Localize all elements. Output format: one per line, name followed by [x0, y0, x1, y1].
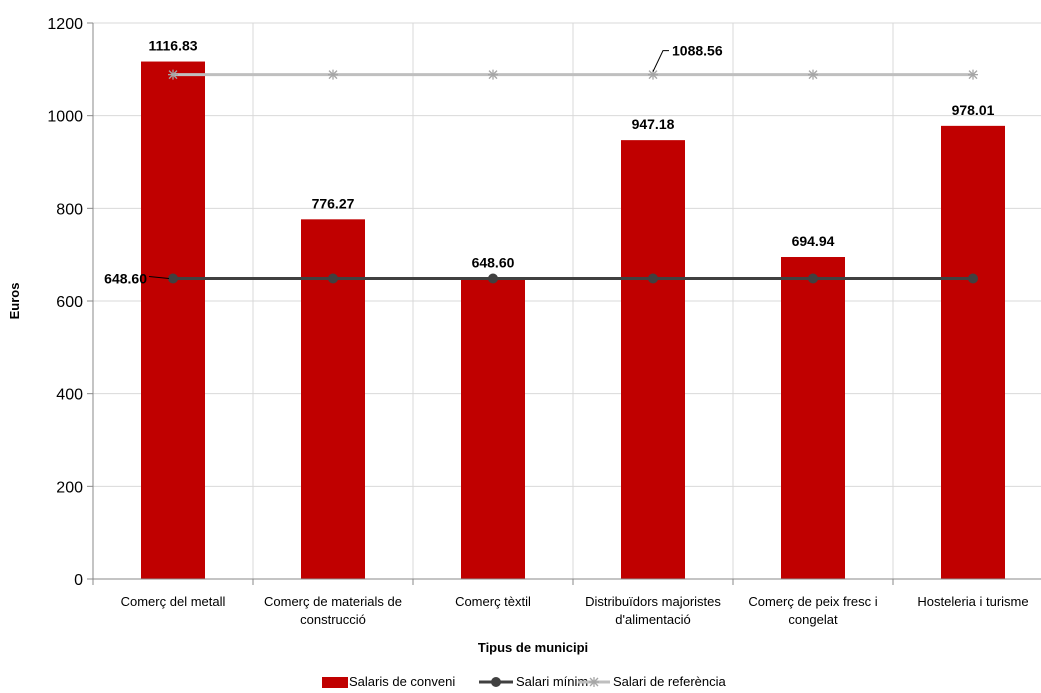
x-tick-label: Comerç tèxtil: [455, 594, 531, 609]
minimum-salary-point: [168, 273, 178, 284]
reference-salary-data-label: 1088.56: [672, 43, 723, 59]
lines-layer: [168, 69, 978, 284]
minimum-salary-point: [968, 273, 978, 284]
minimum-salary-data-label: 648.60: [104, 270, 147, 286]
bar-data-label: 776.27: [312, 195, 355, 211]
y-axis-title: Euros: [7, 283, 22, 320]
reference-salary-point: [328, 69, 338, 80]
legend-label: Salaris de conveni: [349, 674, 455, 689]
y-tick-label: 600: [56, 294, 83, 311]
y-tick-label: 0: [74, 572, 83, 589]
bar-data-label: 1116.83: [148, 38, 197, 54]
minimum-salary-point: [488, 273, 498, 284]
reference-salary-leader: [652, 50, 669, 72]
minimum-salary-point: [328, 273, 338, 284]
bar-data-label: 978.01: [952, 102, 995, 118]
legend: Salaris de conveni Salari mínim Salari de …: [322, 674, 726, 689]
legend-label: Salari mínim: [516, 674, 588, 689]
bar: [461, 278, 525, 579]
x-tick-label: Hosteleria i turisme: [917, 594, 1028, 609]
y-tick-label: 400: [56, 387, 83, 404]
x-tick-label: Comerç del metall: [121, 594, 226, 609]
x-axis-title: Tipus de municipi: [478, 640, 588, 655]
bar: [141, 61, 205, 579]
bar: [941, 125, 1005, 579]
minimum-salary-point: [808, 273, 818, 284]
x-tick-label: Distribuïdors majoristes d'alimentació: [585, 594, 721, 627]
labels-layer: 1116.83 776.27 648.60 947.18 694.94 978.01 648…: [104, 38, 994, 287]
x-tick-label: Comerç de peix fresc i congelat: [748, 594, 877, 627]
y-tick-label: 200: [56, 479, 83, 496]
legend-label: Salari de referència: [613, 674, 726, 689]
y-tick-label: 1200: [47, 16, 83, 33]
bar: [781, 257, 845, 579]
bar: [301, 219, 365, 579]
reference-salary-point: [488, 69, 498, 80]
legend-swatch-marker: [589, 677, 599, 687]
y-tick-label: 800: [56, 201, 83, 218]
x-tick-label: Comerç de materials de construcció: [264, 594, 402, 627]
axis-layer: 0 200 400 600 800 1000 1200 Comerç del metall Co…: [47, 16, 1041, 627]
reference-salary-point: [168, 69, 178, 80]
minimum-salary-point: [648, 273, 658, 284]
reference-salary-point: [648, 69, 658, 80]
y-tick-label: 1000: [47, 109, 83, 126]
bar-data-label: 648.60: [472, 254, 515, 270]
legend-swatch-marker: [491, 677, 501, 687]
grid-layer: [93, 22, 1041, 580]
legend-swatch-bar: [322, 677, 348, 688]
reference-salary-point: [808, 69, 818, 80]
bar-data-label: 947.18: [632, 116, 675, 132]
minimum-salary-leader: [148, 275, 170, 279]
bar-data-label: 694.94: [792, 233, 835, 249]
bars-layer: [141, 61, 1005, 579]
bar: [621, 140, 685, 579]
reference-salary-point: [968, 69, 978, 80]
